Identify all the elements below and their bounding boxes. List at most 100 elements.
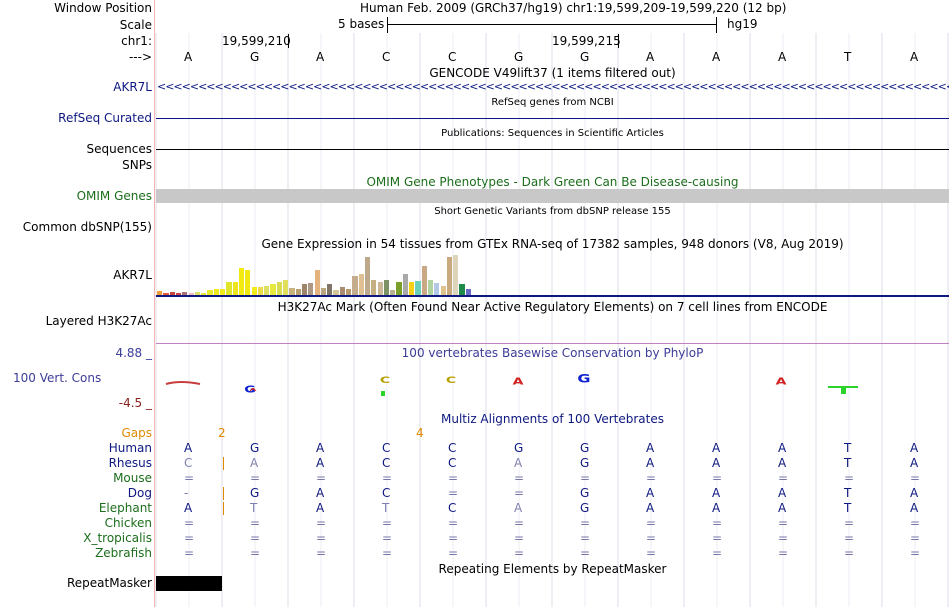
omim-label[interactable]: OMIM Genes [76,189,152,203]
gtex-tissue-bar[interactable] [383,280,390,295]
gtex-tissue-bar[interactable] [157,291,163,295]
gtex-tissue-bar[interactable] [226,282,232,295]
gtex-tissue-bar[interactable] [264,286,270,295]
h3k27ac-baseline [156,343,949,344]
gtex-tissue-bar[interactable] [465,289,471,295]
gtex-tissue-bar[interactable] [333,290,339,295]
alignment-base: = [580,531,591,545]
gtex-tissue-bar[interactable] [182,292,188,295]
gtex-tissue-bar[interactable] [364,257,371,295]
species-label-mouse[interactable]: Mouse [113,471,152,485]
alignment-base: A [910,486,919,500]
gtex-tissue-bar[interactable] [453,255,459,295]
gtex-tissue-bar[interactable] [295,289,301,295]
gtex-tissue-bar[interactable] [352,276,358,295]
gtex-tissue-bar[interactable] [320,288,327,295]
h3k27ac-label[interactable]: Layered H3K27Ac [45,314,152,328]
gtex-gene-label[interactable]: AKR7L [113,268,152,282]
phylop-label[interactable]: 100 Vert. Cons [13,371,102,385]
alignment-base: T [844,456,852,470]
refseq-gene-line[interactable] [156,118,949,119]
gtex-tissue-bar[interactable] [339,287,345,295]
alignment-base: T [250,501,258,515]
species-label-zebrafish[interactable]: Zebrafish [95,546,152,560]
alignment-base: = [712,471,723,485]
alignment-base: = [646,546,657,560]
gtex-tissue-bar[interactable] [327,284,333,295]
species-label-dog[interactable]: Dog [127,486,152,500]
gencode-gene-strand[interactable]: <<<<<<<<<<<<<<<<<<<<<<<<<<<<<<<<<<<<<<<<… [157,80,949,93]
alignment-base: C [382,486,391,500]
alignment-base: A [778,486,787,500]
snps-label[interactable]: SNPs [122,158,152,172]
gtex-tissue-bar[interactable] [251,287,257,295]
dbsnp-label[interactable]: Common dbSNP(155) [22,220,152,234]
gtex-tissue-bar[interactable] [220,289,226,295]
gtex-tissue-bar[interactable] [459,284,465,295]
left-margin-line [154,0,155,607]
gtex-tissue-bar[interactable] [188,293,194,295]
alignment-base: C [184,456,193,470]
gtex-tissue-bar[interactable] [232,282,238,295]
gtex-tissue-bar[interactable] [434,283,440,295]
refseq-title: RefSeq genes from NCBI [491,97,614,108]
gtex-tissue-bar[interactable] [396,282,402,295]
alignment-base: = [184,516,195,530]
gtex-tissue-bar[interactable] [276,282,282,295]
alignment-base: A [910,501,919,515]
phylop-mark-4: C [380,375,390,385]
gtex-tissue-bar[interactable] [207,290,213,295]
gtex-tissue-bar[interactable] [301,284,308,295]
gtex-tissue-bar[interactable] [213,289,219,295]
gtex-tissue-bar[interactable] [245,270,251,295]
omim-phenotype-bar[interactable] [156,189,949,203]
gtex-tissue-bar[interactable] [421,266,427,295]
gtex-tissue-bar[interactable] [358,274,364,295]
gtex-tissue-bar[interactable] [346,289,352,295]
alignment-base: = [514,516,525,530]
species-label-elephant[interactable]: Elephant [98,501,152,515]
gtex-tissue-bar[interactable] [415,281,421,295]
phylop-mark-7: A [513,376,525,387]
gtex-tissue-bar[interactable] [289,288,295,295]
alignment-base: A [778,501,787,515]
gtex-tissue-bar[interactable] [409,282,415,295]
phylop-mark-1 [165,381,201,385]
phylop-logo[interactable]: G ^ C C A G A [156,370,949,400]
alignment-base: G [580,441,590,455]
gtex-tissue-bar[interactable] [201,293,207,295]
gtex-tissue-bar[interactable] [238,268,245,295]
gtex-tissue-bar[interactable] [194,292,201,295]
species-label-rhesus[interactable]: Rhesus [108,456,152,470]
repeatmasker-label[interactable]: RepeatMasker [66,576,152,590]
gtex-tissue-bar[interactable] [257,287,264,295]
species-label-human[interactable]: Human [108,441,152,455]
repeatmasker-element[interactable] [156,576,222,591]
gtex-tissue-bar[interactable] [283,280,289,295]
gtex-tissue-bar[interactable] [175,293,182,295]
assembly-position: Human Feb. 2009 (GRCh37/hg19) chr1:19,59… [360,1,787,15]
species-label-x_tropicalis[interactable]: X_tropicalis [83,531,152,545]
alignment-base: A [184,441,193,455]
gtex-expression-chart[interactable] [157,252,949,296]
gtex-tissue-bar[interactable] [163,293,169,295]
gtex-tissue-bar[interactable] [169,292,175,295]
publications-title: Publications: Sequences in Scientific Ar… [441,128,664,139]
gtex-tissue-bar[interactable] [427,280,434,295]
alignment-base: = [646,516,657,530]
gtex-tissue-bar[interactable] [390,290,396,295]
gtex-tissue-bar[interactable] [402,274,408,295]
species-label-chicken[interactable]: Chicken [104,516,152,530]
phylop-max: 4.88 _ [115,346,152,360]
gtex-tissue-bar[interactable] [377,282,383,295]
gtex-tissue-bar[interactable] [308,283,314,295]
gtex-tissue-bar[interactable] [446,257,453,295]
gtex-tissue-bar[interactable] [371,280,377,295]
gtex-tissue-bar[interactable] [270,284,276,295]
gtex-tissue-bar[interactable] [440,286,446,295]
refseq-label[interactable]: RefSeq Curated [58,111,152,125]
gencode-gene-label[interactable]: AKR7L [113,80,152,94]
gtex-tissue-bar[interactable] [314,270,320,295]
sequences-label[interactable]: Sequences [86,142,152,156]
alignment-base: = [514,531,525,545]
